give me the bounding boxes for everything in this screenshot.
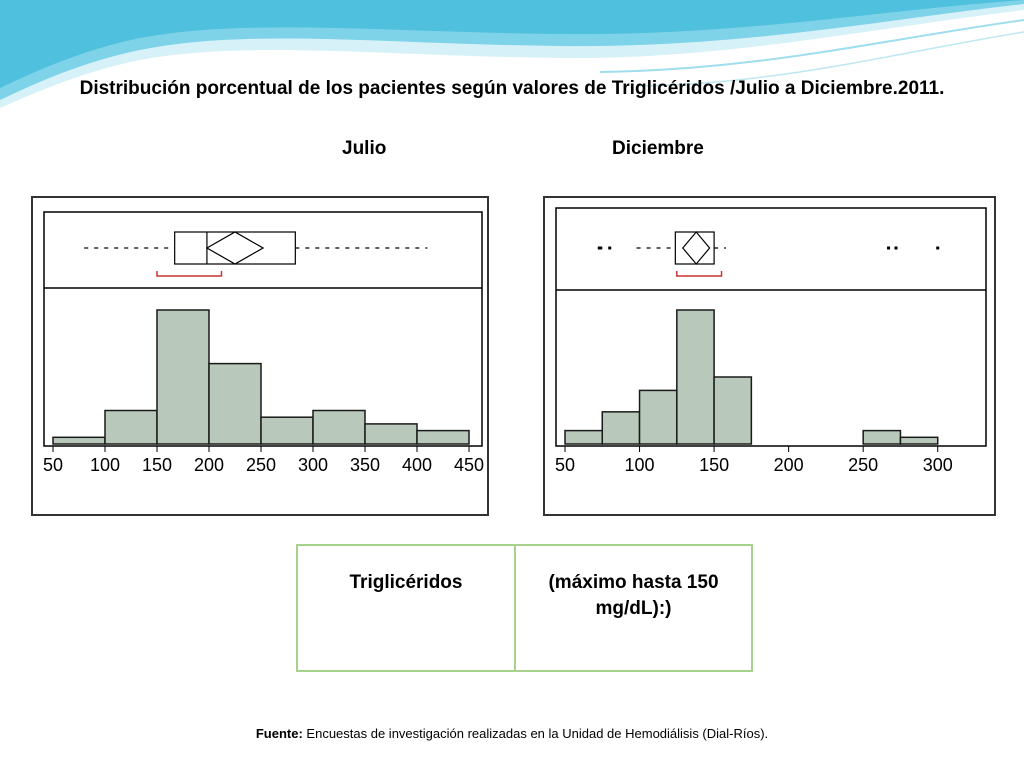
histogram-bar-1-1: [601, 411, 641, 445]
outlier-point-1-2: [608, 246, 612, 250]
panel-title-julio: Julio: [342, 138, 387, 159]
histogram-bar-0-4: [260, 416, 314, 445]
plot-frame: [43, 211, 483, 447]
x-tick-label-1-0: 50: [555, 455, 575, 475]
histogram-bar-1-9: [899, 436, 939, 445]
x-tick-label-0-0: 50: [43, 455, 63, 475]
x-tick-label-0-3: 200: [194, 455, 224, 475]
x-tick-label-1-1: 100: [625, 455, 655, 475]
histogram-bar-1-3: [676, 309, 715, 445]
x-tick-label-0-1: 100: [90, 455, 120, 475]
table-cell-limit: (máximo hasta 150 mg/dL):): [514, 544, 753, 672]
histogram-bar-0-5: [312, 409, 366, 445]
histogram-bar-0-0: [52, 436, 106, 445]
median-ci-bracket-1: [676, 271, 723, 277]
histogram-bar-0-7: [416, 429, 470, 445]
histogram-bar-1-8: [862, 429, 902, 445]
histogram-bar-1-0: [564, 429, 604, 445]
x-tick-label-1-3: 200: [774, 455, 804, 475]
x-tick-label-0-2: 150: [142, 455, 172, 475]
triglycerides-table: Triglicéridos (máximo hasta 150 mg/dL):): [296, 544, 753, 672]
x-tick-label-1-5: 300: [923, 455, 953, 475]
chart-julio: 50 100 150 200 250 300 350 400 450: [31, 196, 489, 516]
histogram-bar-0-2: [156, 309, 210, 445]
x-tick-label-0-5: 300: [298, 455, 328, 475]
x-tick-label-0-4: 250: [246, 455, 276, 475]
table-row: Triglicéridos (máximo hasta 150 mg/dL):): [296, 544, 753, 672]
mean-diamond-0: [205, 231, 265, 265]
panel-title-diciembre: Diciembre: [612, 138, 704, 159]
header-wave: [0, 0, 1024, 108]
source-note: Fuente: Encuestas de investigación reali…: [0, 726, 1024, 741]
chart-diciembre-svg: 50 100 150 200 250 300: [555, 207, 987, 475]
histogram-bar-1-2: [638, 389, 678, 445]
x-tick-label-1-2: 150: [699, 455, 729, 475]
chart-diciembre: 50 100 150 200 250 300: [543, 196, 996, 516]
x-tick-label-1-4: 250: [848, 455, 878, 475]
plot-frame: [555, 207, 987, 447]
chart-julio-svg: 50 100 150 200 250 300 350 400 450: [43, 211, 484, 475]
page-title: Distribución porcentual de los pacientes…: [79, 78, 945, 99]
source-text: Encuestas de investigación realizadas en…: [306, 726, 769, 741]
histogram-bar-0-1: [104, 409, 158, 445]
outlier-point-1-5: [936, 246, 940, 250]
source-label: Fuente:: [255, 726, 303, 741]
outlier-point-1-1: [599, 246, 603, 250]
mean-diamond-1: [681, 231, 711, 265]
median-ci-bracket-0: [156, 271, 223, 277]
histogram-bar-1-4: [713, 376, 753, 445]
x-tick-label-0-7: 400: [402, 455, 432, 475]
x-tick-label-0-8: 450: [454, 455, 484, 475]
histogram-bar-0-3: [208, 362, 262, 445]
outlier-point-1-4: [894, 246, 898, 250]
x-tick-label-0-6: 350: [350, 455, 380, 475]
histogram-bar-0-6: [364, 423, 418, 445]
table-cell-label: Triglicéridos: [296, 544, 516, 672]
outlier-point-1-3: [887, 246, 891, 250]
